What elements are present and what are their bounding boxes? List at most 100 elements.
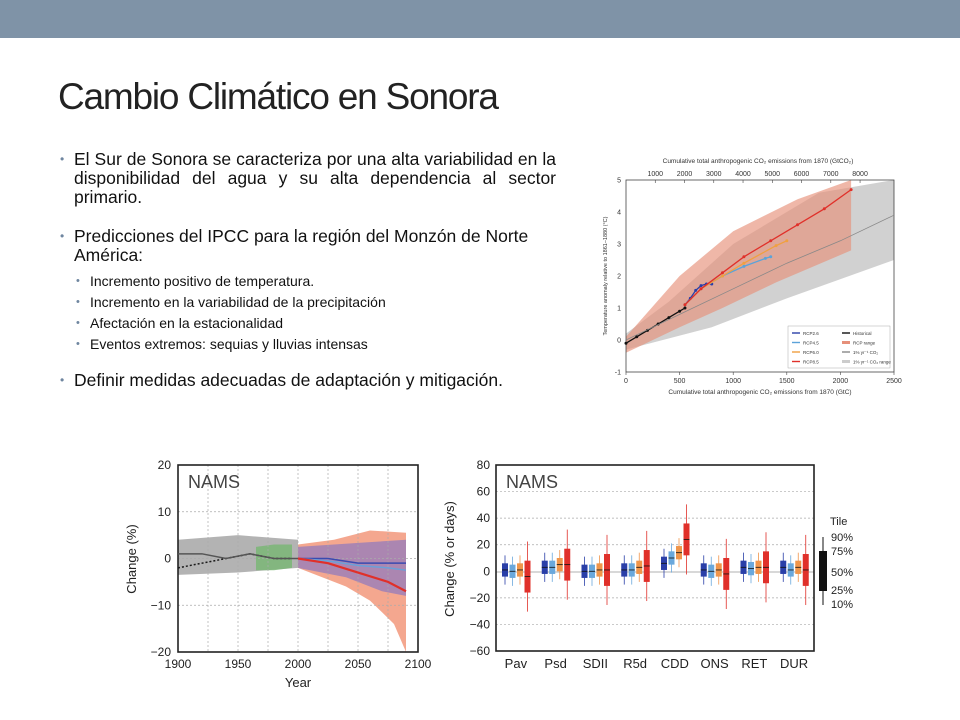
x-tick-label: 1500: [779, 378, 795, 385]
slide-title: Cambio Climático en Sonora: [58, 76, 499, 117]
series-point-0-5: [678, 309, 682, 313]
series-point-4-4: [769, 239, 773, 243]
legend-label: Historical: [853, 331, 872, 336]
chart-3-title: NAMS: [506, 472, 558, 492]
bullet-1: El Sur de Sonora se caracteriza por una …: [60, 150, 556, 207]
chart-2-xlabel: Year: [285, 675, 312, 690]
rcp26-spread-band: [298, 539, 406, 596]
series-point-3-2: [720, 274, 724, 278]
y-tick-label: 60: [477, 485, 491, 499]
y-tick-label: 40: [477, 511, 491, 525]
legend-label: 1% yr⁻¹ CO₂: [853, 350, 878, 355]
y-tick-label: −10: [151, 598, 172, 612]
series-line-3: [297, 557, 407, 571]
y-tick-label: 10: [158, 505, 172, 519]
series-point-1-3: [699, 284, 703, 288]
series-point-3-3: [742, 261, 746, 265]
legend-box: [819, 551, 827, 591]
x-tick-label: 1950: [225, 657, 252, 671]
chart-3-frame: [495, 464, 815, 652]
top-tick-label: 1000: [647, 171, 663, 178]
category-label: SDII: [583, 656, 608, 671]
top-axis-ticks: 1000 2000 3000 4000 5000 6000 7000 8000: [647, 171, 868, 183]
legend-label: 50%: [831, 567, 853, 579]
chart-1-legend: RCP2.6 RCP4.5 RCP6.0 RCP8.5 Historical RCP ra…: [787, 325, 891, 369]
top-tick-label: 2000: [677, 171, 693, 178]
y-tick-label: 0: [164, 552, 171, 566]
legend-label: RCP4.5: [803, 341, 819, 346]
series-point-0-6: [683, 306, 687, 310]
top-tick-label: 4000: [735, 171, 751, 178]
legend-label: RCP8.5: [803, 360, 819, 365]
legend-label: 75%: [831, 546, 853, 558]
chart-1-xlabel: Cumulative total anthropogenic CO₂ emiss…: [668, 389, 851, 396]
series-point-0-0: [624, 341, 628, 345]
series-line-5: [625, 214, 895, 341]
x-tick-label: 2000: [285, 657, 312, 671]
top-tick-label: 5000: [764, 171, 780, 178]
series-point-0-4: [667, 316, 671, 320]
series-point-2-4: [763, 256, 767, 260]
series-line-4: [684, 189, 852, 306]
legend-label: 25%: [831, 585, 853, 597]
x-tick-label: 1900: [165, 657, 192, 671]
legend-label: 1% yr⁻¹ CO₂ range: [853, 360, 891, 365]
category-label: Psd: [544, 656, 566, 671]
series-line-1: [178, 553, 298, 560]
nams-precip-timeseries: NAMS 1900 1950 2000 2050 2100 20 10 0 −10 −20 Ye…: [118, 455, 440, 695]
temperature-emissions-chart: Cumulative total anthropogenic CO₂ emiss…: [592, 150, 910, 400]
series-point-4-2: [720, 271, 724, 275]
sub-bullet-1: Incremento positivo de temperatura.: [60, 271, 556, 292]
series-point-4-0: [683, 303, 687, 307]
series-point-2-3: [742, 264, 746, 268]
series-point-3-5: [785, 239, 789, 243]
series-line-2: [298, 557, 406, 564]
sub-bullet-4: Eventos extremos: sequias y lluvias inte…: [60, 334, 556, 355]
legend-label: RCP range: [853, 341, 876, 346]
x-tick-label: 0: [624, 378, 628, 385]
y-tick-label: 5: [617, 178, 621, 185]
header-bar: [0, 0, 960, 38]
y-tick-label: 3: [617, 242, 621, 249]
series-point-4-1: [699, 287, 703, 291]
series-point-4-7: [849, 188, 853, 192]
x-tick-label: 1000: [725, 378, 741, 385]
sub-bullet-2: Incremento en la variabilidad de la prec…: [60, 292, 556, 313]
y-tick-label: −20: [470, 591, 491, 605]
y-tick-label: 2: [617, 274, 621, 281]
y-tick-label: −40: [470, 617, 491, 631]
chart-2-frame: [177, 464, 419, 653]
legend-title: Tile: [830, 516, 847, 528]
series-point-4-3: [742, 255, 746, 259]
category-label: CDD: [661, 656, 689, 671]
obs-spread-band: [256, 544, 292, 571]
x-tick-label: 2050: [345, 657, 372, 671]
series-point-1-2: [694, 288, 698, 292]
top-tick-label: 7000: [823, 171, 839, 178]
sub-bullet-3: Afectación en la estacionalidad: [60, 313, 556, 334]
x-tick-label: 2100: [405, 657, 432, 671]
y-tick-label: 0: [617, 338, 621, 345]
series-point-2-5: [769, 255, 773, 259]
series-point-4-5: [796, 223, 800, 227]
series-point-0-1: [635, 335, 639, 339]
y-tick-label: −20: [151, 645, 172, 659]
y-tick-label: 1: [617, 306, 621, 313]
slide-content: El Sur de Sonora se caracteriza por una …: [60, 150, 556, 391]
series-point-3-4: [774, 244, 778, 248]
legend-box: [787, 325, 891, 369]
x-tick-label: 500: [674, 378, 686, 385]
category-label: DUR: [780, 656, 808, 671]
tile-legend: Tile 90% 75% 50% 25% 10%: [819, 516, 853, 611]
category-label: Pav: [505, 656, 528, 671]
chart-1-title: Cumulative total anthropogenic CO₂ emiss…: [663, 158, 854, 165]
y-tick-label: 0: [483, 564, 490, 578]
bullet-3: Definir medidas adecuadas de adaptación …: [60, 371, 556, 391]
legend-label: 90%: [831, 532, 853, 544]
bullet-2: Predicciones del IPCC para la región del…: [60, 227, 556, 265]
chart-1-ylabel: Temperature anomaly relative to 1861–188…: [603, 216, 609, 335]
category-label: RET: [741, 656, 767, 671]
top-tick-label: 3000: [706, 171, 722, 178]
chart-2-ylabel: Change (%): [124, 524, 139, 593]
series-line-4: [297, 557, 407, 593]
